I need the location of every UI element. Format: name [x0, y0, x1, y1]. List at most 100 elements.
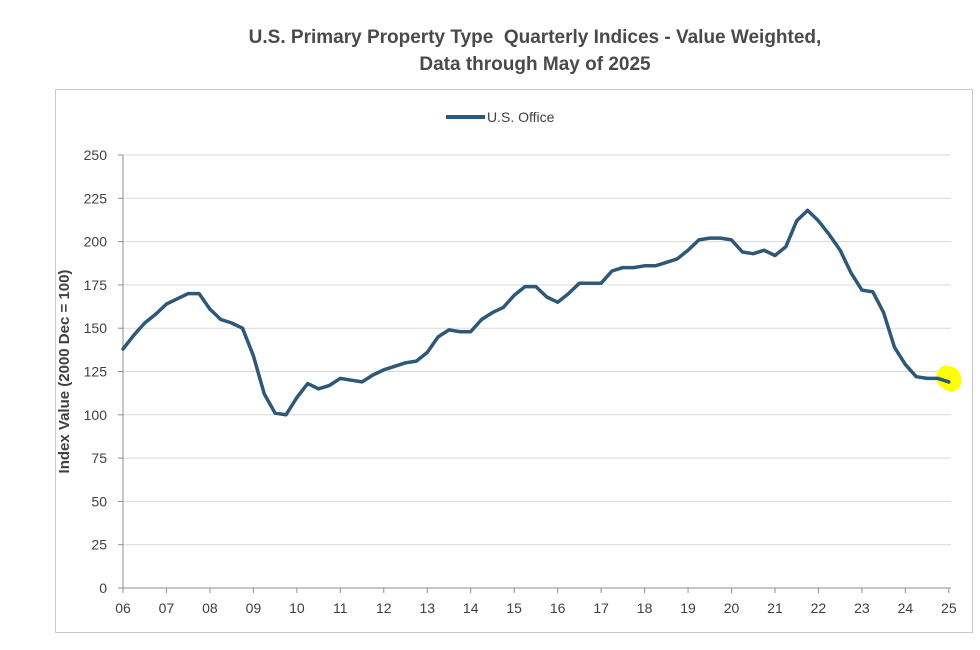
legend: U.S. Office — [446, 109, 555, 125]
data-point — [621, 266, 625, 270]
data-point — [860, 288, 864, 292]
y-tick-label-200: 200 — [84, 234, 108, 250]
x-tick-label-22: 22 — [811, 600, 827, 616]
data-point — [501, 305, 505, 309]
data-point — [349, 378, 353, 382]
data-point — [154, 312, 158, 316]
data-point — [816, 219, 820, 223]
y-tick-label-75: 75 — [91, 450, 107, 466]
y-tick-label-175: 175 — [84, 277, 108, 293]
data-point — [806, 208, 810, 212]
data-point — [664, 260, 668, 264]
data-point — [164, 302, 168, 306]
x-tick-label-07: 07 — [159, 600, 175, 616]
data-point — [371, 373, 375, 377]
data-point — [241, 326, 245, 330]
y-tick-label-150: 150 — [84, 320, 108, 336]
data-point — [947, 380, 951, 384]
data-point — [784, 245, 788, 249]
data-point — [545, 295, 549, 299]
data-point — [469, 330, 473, 334]
data-point — [480, 318, 484, 322]
latest-value-highlight — [936, 365, 962, 392]
y-tick-label-125: 125 — [84, 364, 108, 380]
data-point — [762, 248, 766, 252]
data-point — [556, 300, 560, 304]
x-tick-label-12: 12 — [376, 600, 392, 616]
data-point — [914, 375, 918, 379]
data-point — [534, 285, 538, 289]
data-point — [262, 392, 266, 396]
data-point — [588, 281, 592, 285]
data-point — [523, 285, 527, 289]
x-tick-label-14: 14 — [463, 600, 479, 616]
data-point — [436, 335, 440, 339]
y-tick-label-250: 250 — [84, 147, 108, 163]
y-tick-label-0: 0 — [99, 580, 107, 596]
x-tick-label-18: 18 — [637, 600, 653, 616]
x-tick-label-17: 17 — [593, 600, 609, 616]
data-point — [360, 380, 364, 384]
data-point — [936, 376, 940, 380]
data-point — [458, 330, 462, 334]
data-point — [567, 292, 571, 296]
gridlines — [123, 154, 951, 546]
data-point — [719, 236, 723, 240]
data-point — [382, 368, 386, 372]
x-tick-label-11: 11 — [333, 600, 348, 616]
data-point — [577, 281, 581, 285]
x-tick-label-16: 16 — [550, 600, 566, 616]
data-point — [632, 266, 636, 270]
chart-subtitle: Data through May of 2025 — [419, 54, 651, 75]
data-point — [882, 311, 886, 315]
data-point — [751, 252, 755, 256]
data-point — [892, 345, 896, 349]
data-point — [273, 411, 277, 415]
x-tick-label-20: 20 — [724, 600, 740, 616]
x-tick-label-21: 21 — [767, 600, 783, 616]
x-tick-label-10: 10 — [289, 600, 305, 616]
data-point — [404, 361, 408, 365]
data-point — [425, 350, 429, 354]
x-tick-label-19: 19 — [680, 600, 696, 616]
data-point — [284, 413, 288, 417]
chart-title: U.S. Primary Property Type Quarterly Ind… — [248, 27, 822, 48]
data-point — [490, 311, 494, 315]
data-point — [338, 376, 342, 380]
data-point — [773, 253, 777, 257]
data-point — [730, 238, 734, 242]
y-tick-label-50: 50 — [91, 493, 107, 509]
data-point — [708, 236, 712, 240]
x-tick-label-09: 09 — [246, 600, 262, 616]
data-point — [610, 269, 614, 273]
data-point — [849, 271, 853, 275]
x-tick-label-08: 08 — [202, 600, 218, 616]
chart-title-block: U.S. Primary Property Type Quarterly Ind… — [0, 24, 980, 78]
data-point — [175, 297, 179, 301]
series-line-us-office — [121, 208, 951, 417]
data-point — [599, 281, 603, 285]
data-point — [697, 238, 701, 242]
data-point — [653, 264, 657, 268]
data-point — [186, 292, 190, 296]
data-point — [925, 376, 929, 380]
data-point — [306, 382, 310, 386]
y-axis-ticks: 0 25 50 75 100 125 150 175 200 225 250 — [84, 147, 123, 596]
data-point — [838, 248, 842, 252]
data-point — [295, 395, 299, 399]
data-point — [197, 292, 201, 296]
data-point — [903, 363, 907, 367]
data-point — [871, 290, 875, 294]
data-point — [327, 383, 331, 387]
data-point — [447, 328, 451, 332]
data-point — [393, 364, 397, 368]
data-point — [827, 233, 831, 237]
data-point — [121, 347, 125, 351]
data-point — [251, 354, 255, 358]
x-tick-label-25: 25 — [941, 600, 957, 616]
y-tick-label-100: 100 — [84, 407, 108, 423]
data-point — [132, 333, 136, 337]
data-point — [208, 307, 212, 311]
data-point — [219, 318, 223, 322]
